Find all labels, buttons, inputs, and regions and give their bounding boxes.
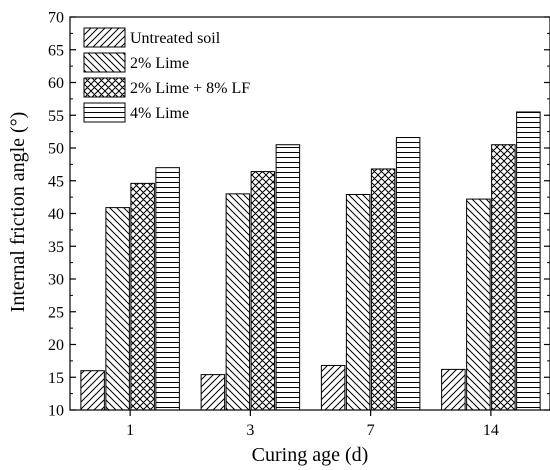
- y-tick-label: 50: [48, 141, 64, 158]
- y-tick-label: 20: [48, 337, 64, 354]
- legend-swatch: [83, 102, 126, 123]
- bar: [130, 182, 155, 411]
- legend-swatch: [83, 52, 126, 73]
- bars: [80, 111, 541, 411]
- legend: Untreated soil 2% Lime 2% Lime + 8% LF 4% L…: [83, 27, 250, 123]
- legend-label: Untreated soil: [130, 30, 221, 47]
- legend-swatch: [83, 27, 126, 48]
- x-tick-label: 7: [367, 422, 375, 439]
- y-tick-label: 30: [48, 272, 64, 289]
- x-tick-label: 1: [126, 422, 134, 439]
- y-tick-label: 10: [48, 403, 64, 420]
- bar: [370, 168, 396, 411]
- legend-label: 2% Lime + 8% LF: [130, 80, 250, 97]
- bar: [250, 171, 276, 411]
- y-tick-label: 35: [48, 239, 64, 256]
- y-tick-label: 15: [48, 370, 64, 387]
- legend-label: 2% Lime: [130, 55, 189, 72]
- y-tick-label: 25: [48, 304, 64, 321]
- bar: [80, 370, 105, 411]
- y-tick-label: 40: [48, 206, 64, 223]
- axes: 10 15 20 25 30 35 40 45 50 55 60 65 70 1 3 7 14: [48, 10, 550, 439]
- x-axis-title: Curing age (d): [252, 444, 369, 466]
- bar: [200, 374, 226, 411]
- bar: [105, 207, 130, 411]
- x-tick-label: 14: [483, 422, 499, 439]
- y-tick-label: 60: [48, 75, 64, 92]
- y-tick-label: 55: [48, 108, 64, 125]
- legend-label: 4% Lime: [130, 105, 189, 122]
- bar: [155, 167, 180, 411]
- bar: [225, 193, 251, 411]
- y-tick-label: 65: [48, 42, 64, 59]
- legend-swatch: [83, 77, 126, 98]
- bar: [275, 144, 301, 411]
- bar: [320, 364, 346, 411]
- bar: [491, 144, 516, 411]
- bar: [395, 137, 421, 411]
- y-tick-label: 45: [48, 173, 64, 190]
- bar: [466, 198, 491, 411]
- y-tick-label: 70: [48, 10, 64, 27]
- y-axis-title: Internal friction angle (°): [7, 112, 29, 313]
- bar: [441, 368, 466, 411]
- bar: [345, 194, 371, 411]
- x-tick-label: 3: [246, 422, 254, 439]
- bar: [516, 111, 541, 411]
